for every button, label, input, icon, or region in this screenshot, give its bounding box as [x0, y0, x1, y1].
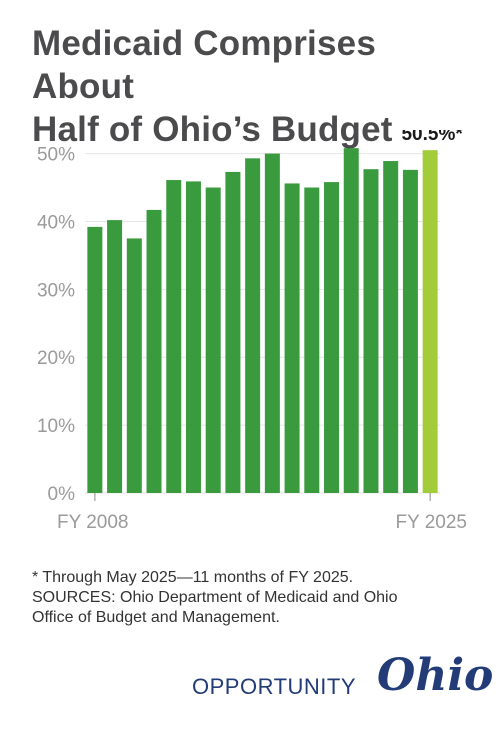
bar — [245, 158, 261, 493]
bar — [324, 182, 340, 493]
bar — [87, 226, 103, 493]
y-tick-label: 10% — [37, 416, 75, 437]
y-tick-label: 30% — [37, 280, 75, 301]
bar — [422, 150, 438, 494]
bar — [107, 220, 123, 493]
bar — [166, 180, 182, 493]
title-line-2: Half of Ohio’s Budget — [32, 110, 393, 149]
footnote: * Through May 2025—11 months of FY 2025.… — [32, 568, 482, 628]
x-tick-label: FY 2025 — [396, 512, 467, 533]
y-tick-label: 50% — [37, 145, 75, 166]
x-tick-label: FY 2008 — [57, 512, 128, 533]
footnote-line-1: * Through May 2025—11 months of FY 2025. — [32, 569, 354, 586]
chart-title: Medicaid Comprises About Half of Ohio’s … — [32, 22, 482, 151]
bar — [363, 169, 379, 494]
y-tick-label: 20% — [37, 348, 75, 369]
bar — [185, 181, 201, 493]
bar-chart: 0% 10% 20% 30% 40% 50% FY 2008 FY 2025 50.5%* — [37, 130, 467, 533]
bar — [126, 238, 142, 493]
footnote-line-2: SOURCES: Ohio Department of Medicaid and… — [32, 589, 398, 606]
y-tick-label: 40% — [37, 212, 75, 233]
logo-wordmark: OPPORTUNITY — [192, 674, 357, 699]
bar — [264, 153, 280, 494]
y-tick-label: 0% — [48, 484, 76, 505]
bar — [225, 171, 241, 493]
bar — [284, 183, 300, 493]
bar — [343, 148, 359, 493]
bar — [304, 187, 320, 493]
bar — [383, 161, 399, 493]
opportunity-ohio-logo: OPPORTUNITY Ohio — [192, 648, 493, 708]
title-line-1: Medicaid Comprises About — [32, 24, 376, 106]
logo-script: Ohio — [377, 650, 494, 701]
bar — [402, 169, 418, 493]
bar — [146, 209, 162, 493]
bar — [205, 187, 221, 493]
highlight-data-label: 50.5%* — [401, 130, 463, 145]
footnote-line-3: Office of Budget and Management. — [32, 609, 280, 626]
